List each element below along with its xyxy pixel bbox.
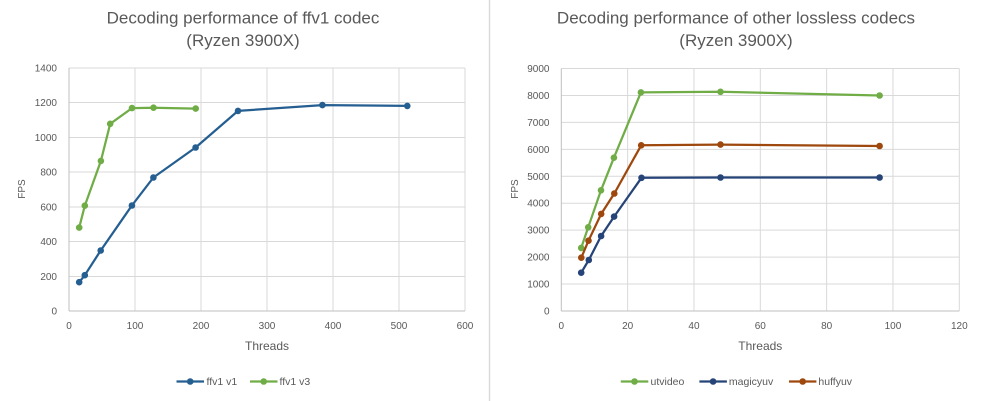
svg-text:300: 300 (259, 321, 276, 332)
svg-text:400: 400 (40, 237, 57, 248)
svg-text:ffv1 v1: ffv1 v1 (207, 376, 238, 388)
svg-text:20: 20 (622, 321, 634, 332)
svg-text:FPS: FPS (17, 179, 28, 199)
svg-text:200: 200 (40, 272, 57, 283)
svg-text:0: 0 (66, 321, 72, 332)
svg-text:800: 800 (40, 168, 57, 179)
svg-text:0: 0 (544, 307, 550, 318)
svg-text:3000: 3000 (527, 226, 550, 237)
svg-text:500: 500 (391, 321, 408, 332)
svg-text:(Ryzen 3900X): (Ryzen 3900X) (186, 31, 299, 50)
svg-text:Decoding performance of ffv1 c: Decoding performance of ffv1 codec (107, 8, 380, 27)
svg-text:1200: 1200 (35, 98, 58, 109)
svg-text:Threads: Threads (245, 339, 289, 353)
svg-text:0: 0 (51, 307, 57, 318)
svg-text:100: 100 (885, 321, 902, 332)
svg-text:40: 40 (688, 321, 700, 332)
svg-text:60: 60 (755, 321, 767, 332)
svg-text:Decoding performance of other: Decoding performance of other lossless c… (557, 8, 915, 27)
svg-text:80: 80 (821, 321, 833, 332)
svg-text:1000: 1000 (35, 133, 58, 144)
svg-text:600: 600 (40, 202, 57, 213)
svg-text:2000: 2000 (527, 253, 550, 264)
svg-text:1400: 1400 (35, 64, 58, 75)
svg-text:120: 120 (951, 321, 968, 332)
svg-text:Threads: Threads (738, 339, 782, 353)
svg-text:FPS: FPS (510, 179, 521, 199)
svg-text:6000: 6000 (527, 145, 550, 156)
svg-text:8000: 8000 (527, 91, 550, 102)
svg-text:ffv1 v3: ffv1 v3 (280, 376, 311, 388)
svg-text:0: 0 (559, 321, 565, 332)
svg-text:utvideo: utvideo (651, 376, 685, 388)
svg-text:magicyuv: magicyuv (729, 376, 774, 388)
svg-text:200: 200 (193, 321, 210, 332)
svg-text:huffyuv: huffyuv (818, 376, 852, 388)
svg-text:100: 100 (127, 321, 144, 332)
svg-text:9000: 9000 (527, 64, 550, 75)
svg-text:7000: 7000 (527, 118, 550, 129)
svg-text:(Ryzen 3900X): (Ryzen 3900X) (679, 31, 792, 50)
svg-text:4000: 4000 (527, 199, 550, 210)
svg-text:5000: 5000 (527, 172, 550, 183)
svg-text:600: 600 (457, 321, 474, 332)
svg-text:400: 400 (325, 321, 342, 332)
svg-text:1000: 1000 (527, 280, 550, 291)
